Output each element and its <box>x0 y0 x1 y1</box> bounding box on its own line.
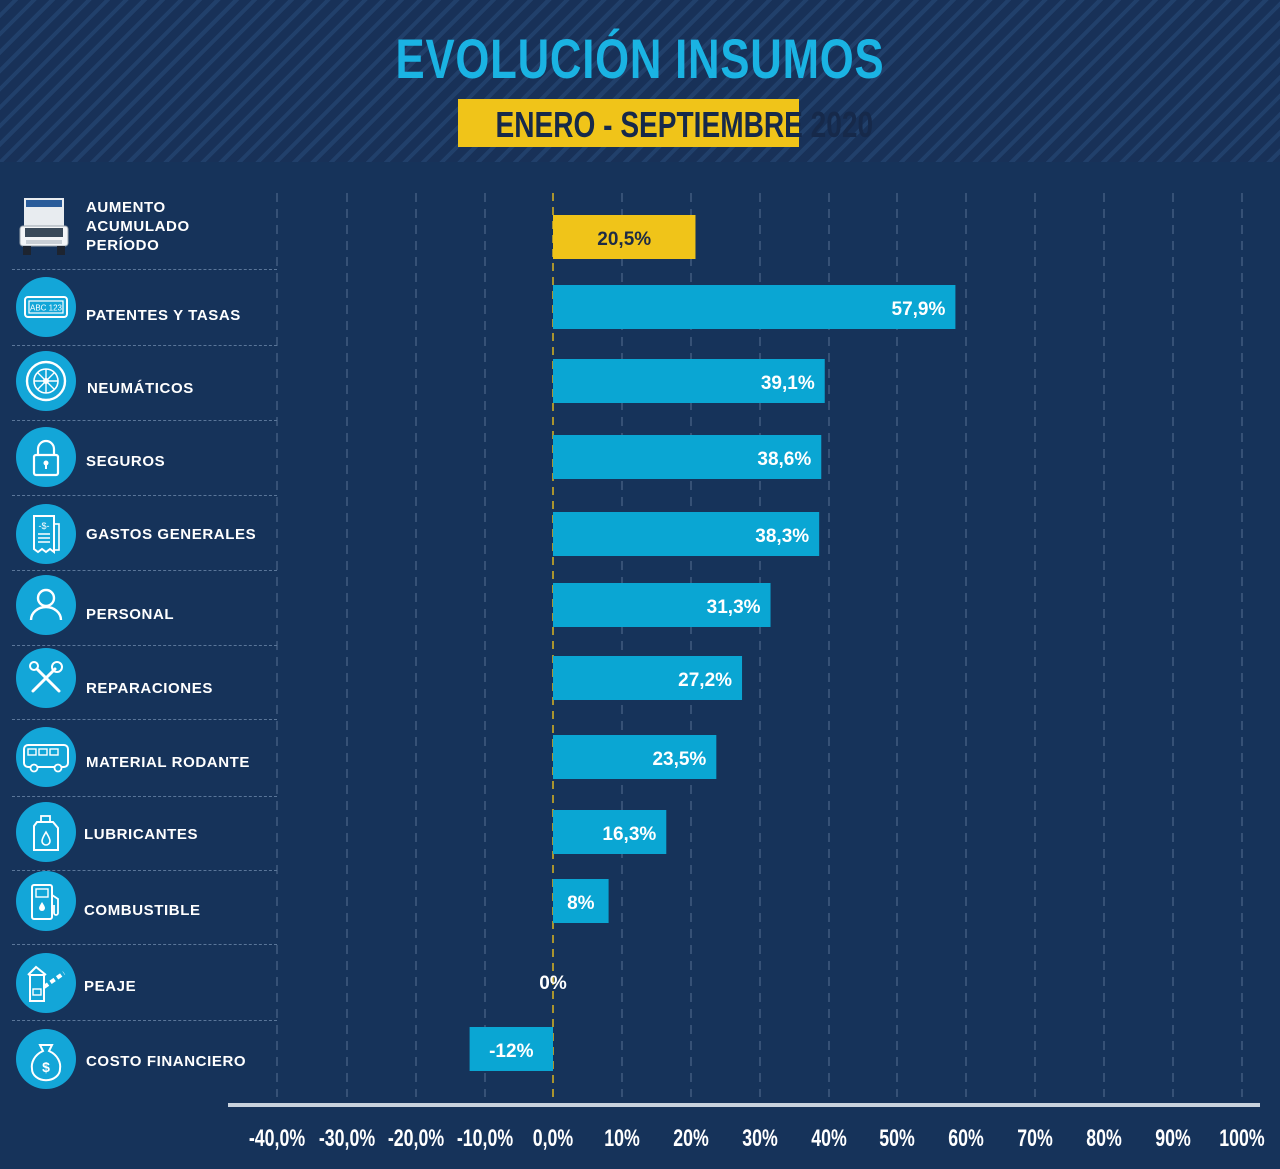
toll-booth-icon <box>16 953 76 1013</box>
receipt-icon: -$- <box>16 504 76 564</box>
license-plate-icon: ABC 123 <box>16 277 76 337</box>
header-banner: EVOLUCIÓN INSUMOS ENERO - SEPTIEMBRE 202… <box>0 0 1280 162</box>
bar <box>553 879 609 923</box>
svg-text:-$-: -$- <box>39 521 50 531</box>
truck-icon <box>16 196 72 256</box>
x-tick-label: 0,0% <box>533 1126 574 1152</box>
category-label: SEGUROS <box>86 453 166 470</box>
x-tick-label: -10,0% <box>457 1126 513 1152</box>
category-label: MATERIAL RODANTE <box>86 754 251 771</box>
row-separator <box>12 495 277 496</box>
bar <box>469 1027 553 1071</box>
category-label: REPARACIONES <box>86 680 213 697</box>
bar <box>553 359 825 403</box>
person-icon <box>16 575 76 635</box>
x-tick-label: 60% <box>948 1126 984 1152</box>
bar-value-label: 57,9% <box>892 299 946 320</box>
x-tick-label: 10% <box>604 1126 640 1152</box>
bar-value-label: 16,3% <box>602 824 656 845</box>
x-tick-label: 100% <box>1219 1126 1265 1152</box>
x-tick-label: 90% <box>1155 1126 1191 1152</box>
svg-text:$: $ <box>42 1059 50 1075</box>
bar-value-label: 31,3% <box>707 597 761 618</box>
chart-title: EVOLUCIÓN INSUMOS <box>395 27 885 90</box>
x-tick-label: 30% <box>742 1126 778 1152</box>
bar <box>553 583 771 627</box>
fuel-pump-icon <box>16 871 76 931</box>
bar-value-label: -12% <box>489 1041 533 1062</box>
money-bag-icon: $ <box>16 1029 76 1089</box>
row-separator <box>12 944 277 945</box>
category-label: LUBRICANTES <box>84 826 199 843</box>
row-separator <box>12 1020 277 1021</box>
category-label: AUMENTO ACUMULADO PERÍODO <box>86 199 190 254</box>
category-label: GASTOS GENERALES <box>86 526 257 543</box>
x-tick-label: -30,0% <box>319 1126 375 1152</box>
x-tick-label: 40% <box>811 1126 847 1152</box>
x-tick-label: -40,0% <box>249 1126 305 1152</box>
bar <box>553 735 717 779</box>
bar <box>553 215 696 259</box>
row-separator <box>12 719 277 720</box>
category-label: COSTO FINANCIERO <box>86 1053 247 1070</box>
category-label: PERSONAL <box>86 606 175 623</box>
bar <box>553 285 956 329</box>
x-tick-label: 50% <box>879 1126 915 1152</box>
bus-icon <box>16 727 76 787</box>
category-label: NEUMÁTICOS <box>87 380 194 397</box>
tire-icon <box>16 351 76 411</box>
bar-value-label: 0% <box>539 973 567 994</box>
row-separator <box>12 870 277 871</box>
x-tick-label: 20% <box>673 1126 709 1152</box>
category-label: PEAJE <box>84 978 137 995</box>
x-tick-label: -20,0% <box>388 1126 444 1152</box>
bar-value-label: 38,3% <box>755 526 809 547</box>
bar <box>553 810 667 854</box>
category-label: COMBUSTIBLE <box>84 902 201 919</box>
bar <box>553 656 743 700</box>
bar-value-label: 8% <box>567 893 595 914</box>
oil-can-icon <box>16 802 76 862</box>
row-separator <box>12 420 277 421</box>
x-tick-label: 70% <box>1017 1126 1053 1152</box>
bar-value-label: 20,5% <box>597 229 651 250</box>
bar-value-label: 23,5% <box>652 749 706 770</box>
tools-icon <box>16 648 76 708</box>
category-label: PATENTES Y TASAS <box>86 307 241 324</box>
row-separator <box>12 570 277 571</box>
svg-text:ABC 123: ABC 123 <box>30 304 63 313</box>
row-separator <box>12 645 277 646</box>
row-separator <box>12 345 277 346</box>
bar-value-label: 27,2% <box>678 670 732 691</box>
bar-value-label: 38,6% <box>757 449 811 470</box>
bar <box>553 512 820 556</box>
padlock-icon <box>16 427 76 487</box>
row-separator <box>12 796 277 797</box>
x-tick-label: 80% <box>1086 1126 1122 1152</box>
bar <box>553 435 822 479</box>
bar-value-label: 39,1% <box>761 373 815 394</box>
row-separator <box>12 269 277 270</box>
